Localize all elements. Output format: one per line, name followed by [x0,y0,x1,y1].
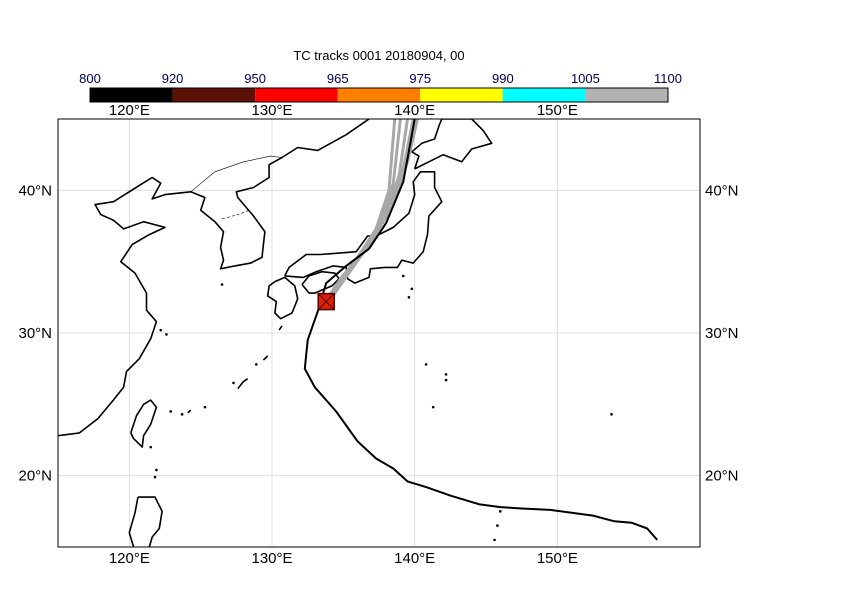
coastline-segment [130,399,158,448]
lon-tick-label-bottom: 120°E [109,550,150,567]
coastline-segment [58,119,370,437]
observed-track [303,119,658,541]
island-dot [232,381,235,385]
lon-tick-label-bottom: 150°E [537,550,578,567]
island-dot [159,328,163,332]
colorbar-label: 1100 [654,71,682,86]
colorbar-segment [90,88,173,102]
island-dot [444,373,448,376]
coastline-segment [187,409,192,414]
colorbar-segment [585,88,668,102]
coastline-segment [410,119,493,170]
coastline-segment [137,496,163,547]
island-dot [424,363,428,366]
island-dot [165,333,168,336]
coastline-segment [284,171,443,284]
lon-tick-label-bottom: 130°E [251,550,292,567]
observed-track-group [303,119,658,541]
lon-tick-label-top: 140°E [394,102,435,119]
coastline-segment [266,276,299,320]
island-dot [155,468,158,472]
island-dot [149,445,153,449]
map-area: 120°E 120°E 130°E 130°E 140°E 140°E 150°E 150°E… [18,102,738,567]
island-dot [610,413,613,416]
grid-lines [58,119,700,547]
border-line [222,210,250,220]
island-dot [444,378,448,382]
colorbar-segment [420,88,503,102]
lon-tick-label-top: 120°E [109,102,150,119]
island-dot [180,413,184,416]
marker-group [317,292,335,311]
colorbar-label: 965 [327,71,349,86]
coastlines [58,119,613,552]
colorbar: 800 920 950 965 975 990 1005 1100 [79,71,682,103]
colorbar-segment [255,88,338,102]
island-dot [493,538,496,542]
island-dot [203,405,207,409]
colorbar-label: 920 [162,71,184,86]
island-dot [496,524,499,527]
coastline-segment [278,325,283,331]
island-dot [153,475,157,479]
colorbar-segment [337,88,421,102]
colorbar-segment [172,88,256,102]
lon-tick-label-bottom: 140°E [394,550,435,567]
coastline-segment [262,355,269,361]
lat-tick-label-right: 40°N [705,182,739,199]
lat-tick-label-left: 30°N [18,325,52,342]
map-frame [57,118,701,548]
colorbar-label: 990 [492,71,514,86]
colorbar-label: 1005 [571,71,600,86]
axis-tick-labels: 120°E 120°E 130°E 130°E 140°E 140°E 150°E 150°E… [18,102,738,567]
lat-tick-label-left: 40°N [18,182,52,199]
island-dot [479,549,482,552]
position-marker-cross [317,293,335,310]
colorbar-label: 800 [79,71,101,86]
island-dot [498,510,502,513]
colorbar-border [89,87,669,103]
island-dot [410,287,414,291]
lat-tick-label-left: 20°N [18,468,52,485]
colorbar-label: 975 [409,71,431,86]
island-dot [431,405,435,409]
island-dot [169,410,173,413]
lat-tick-label-right: 30°N [705,325,739,342]
lat-tick-label-right: 20°N [705,468,739,485]
figure-title: TC tracks 0001 20180904, 00 [293,48,464,63]
coastline-segment [128,496,139,547]
island-dot [255,363,258,366]
colorbar-label: 950 [244,71,266,86]
island-dot [407,296,411,299]
border-line [190,155,283,193]
lon-tick-label-top: 150°E [537,102,578,119]
lon-tick-label-top: 130°E [251,102,292,119]
island-dot [401,274,405,278]
island-dot [220,283,224,286]
colorbar-segment [502,88,586,102]
coastline-segment [237,378,249,390]
